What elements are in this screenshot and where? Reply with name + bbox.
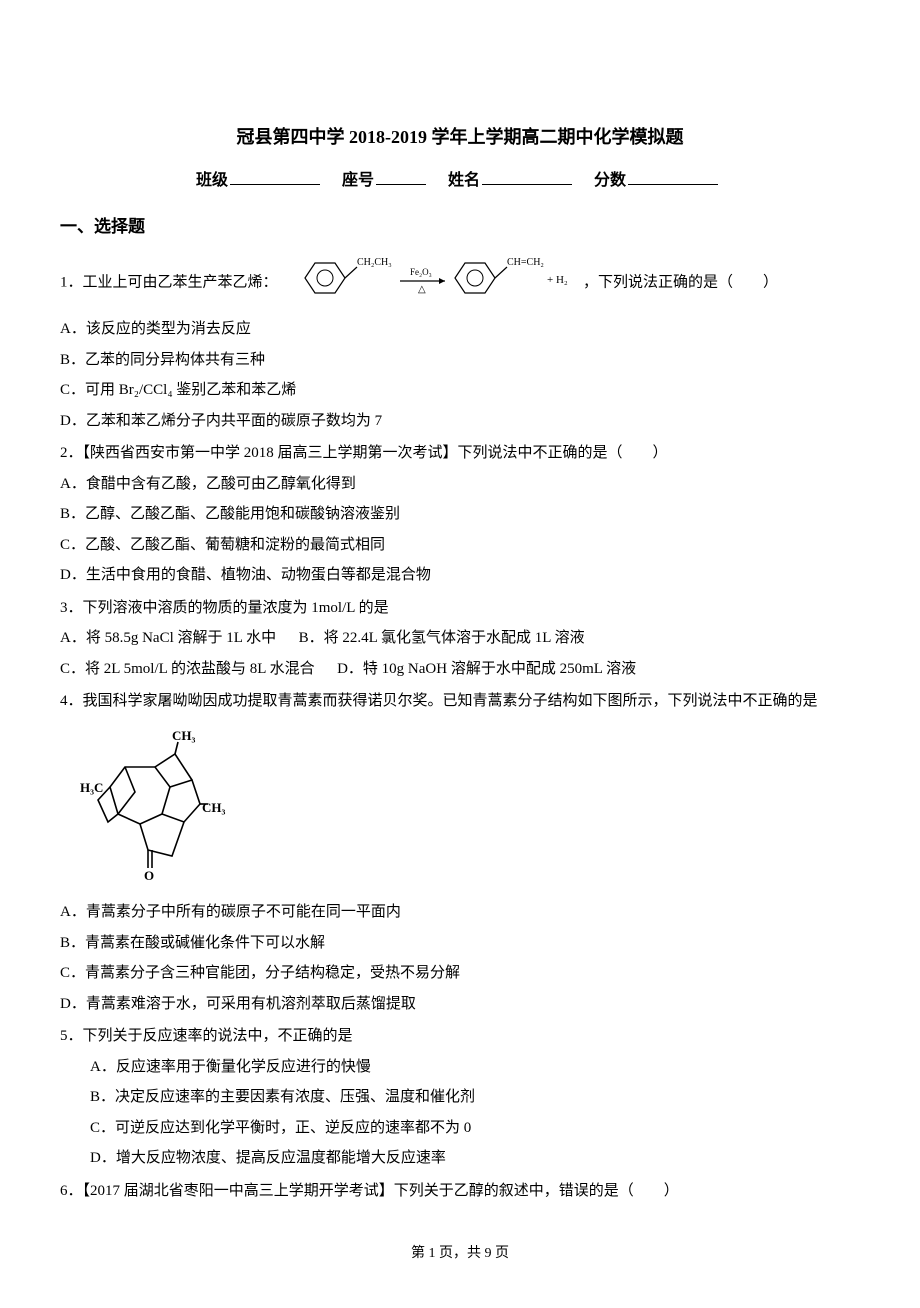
class-label: 班级: [196, 172, 228, 189]
q2-option-c: C．乙酸、乙酸乙酯、葡萄糖和淀粉的最简式相同: [60, 531, 860, 560]
q5-option-a: A．反应速率用于衡量化学反应进行的快慢: [60, 1053, 860, 1082]
question-4: 4．我国科学家屠呦呦因成功提取青蒿素而获得诺贝尔奖。已知青蒿素分子结构如下图所示…: [60, 687, 860, 1018]
q4-option-a: A．青蒿素分子中所有的碳原子不可能在同一平面内: [60, 898, 860, 927]
question-1: 1．工业上可由乙苯生产苯乙烯： CH₂CH₃ Fe₂O₃ △ CH=CH₂ + …: [60, 253, 860, 436]
q6-stem: 6．【2017 届湖北省枣阳一中高三上学期开学考试】下列关于乙醇的叙述中，错误的…: [60, 1177, 860, 1206]
seat-blank: [376, 170, 426, 185]
o-bottom-label: O: [144, 868, 154, 882]
catalyst-label: Fe₂O₃: [410, 267, 432, 277]
molecule-diagram: CH₃ H₃C CH₃ O: [80, 722, 860, 893]
q3-option-a: A．将 58.5g NaCl 溶解于 1L 水中: [60, 630, 276, 646]
q1-option-c: C．可用 Br₂/CCl₄ 鉴别乙苯和苯乙烯: [60, 376, 860, 405]
q2-option-b: B．乙醇、乙酸乙酯、乙酸能用饱和碳酸钠溶液鉴别: [60, 500, 860, 529]
class-blank: [230, 170, 320, 185]
q2-option-d: D．生活中食用的食醋、植物油、动物蛋白等都是混合物: [60, 561, 860, 590]
q4-option-b: B．青蒿素在酸或碱催化条件下可以水解: [60, 929, 860, 958]
name-blank: [482, 170, 572, 185]
ch3-right-label: CH₃: [202, 800, 226, 815]
q3-option-b: B．将 22.4L 氯化氢气体溶于水配成 1L 溶液: [299, 630, 585, 646]
q1-option-d: D．乙苯和苯乙烯分子内共平面的碳原子数均为 7: [60, 407, 860, 436]
score-label: 分数: [594, 172, 626, 189]
q1-stem-after: ，下列说法正确的是（ ）: [583, 275, 778, 291]
header-fields: 班级 座号 姓名 分数: [60, 166, 860, 196]
q4-stem: 4．我国科学家屠呦呦因成功提取青蒿素而获得诺贝尔奖。已知青蒿素分子结构如下图所示…: [60, 687, 860, 716]
question-3: 3．下列溶液中溶质的物质的量浓度为 1mol/L 的是 A．将 58.5g Na…: [60, 594, 860, 684]
q5-stem: 5．下列关于反应速率的说法中，不正确的是: [60, 1022, 860, 1051]
q3-option-c: C．将 2L 5mol/L 的浓盐酸与 8L 水混合: [60, 661, 315, 677]
q1-option-b: B．乙苯的同分异构体共有三种: [60, 346, 860, 375]
page-footer: 第 1 页，共 9 页: [60, 1241, 860, 1268]
q2-option-a: A．食醋中含有乙酸，乙酸可由乙醇氧化得到: [60, 470, 860, 499]
q1-stem-before: 1．工业上可由乙苯生产苯乙烯：: [60, 275, 278, 291]
q1-option-a: A．该反应的类型为消去反应: [60, 315, 860, 344]
reaction-diagram: CH₂CH₃ Fe₂O₃ △ CH=CH₂ + H₂: [285, 253, 575, 314]
plus-h2-label: + H₂: [547, 274, 568, 286]
question-5: 5．下列关于反应速率的说法中，不正确的是 A．反应速率用于衡量化学反应进行的快慢…: [60, 1022, 860, 1173]
q5-option-b: B．决定反应速率的主要因素有浓度、压强、温度和催化剂: [60, 1083, 860, 1112]
name-label: 姓名: [448, 172, 480, 189]
seat-label: 座号: [342, 172, 374, 189]
q5-option-d: D．增大反应物浓度、提高反应温度都能增大反应速率: [60, 1144, 860, 1173]
section-heading: 一、选择题: [60, 211, 860, 243]
q3-stem: 3．下列溶液中溶质的物质的量浓度为 1mol/L 的是: [60, 594, 860, 623]
h3c-left-label: H₃C: [80, 780, 103, 795]
q2-stem: 2．【陕西省西安市第一中学 2018 届高三上学期第一次考试】下列说法中不正确的…: [60, 439, 860, 468]
ch3-top-label: CH₃: [172, 728, 196, 743]
q4-option-d: D．青蒿素难溶于水，可采用有机溶剂萃取后蒸馏提取: [60, 990, 860, 1019]
question-6: 6．【2017 届湖北省枣阳一中高三上学期开学考试】下列关于乙醇的叙述中，错误的…: [60, 1177, 860, 1206]
q4-option-c: C．青蒿素分子含三种官能团，分子结构稳定，受热不易分解: [60, 959, 860, 988]
q3-option-d: D．特 10g NaOH 溶解于水中配成 250mL 溶液: [337, 661, 636, 677]
product-label: CH=CH₂: [507, 257, 544, 268]
question-2: 2．【陕西省西安市第一中学 2018 届高三上学期第一次考试】下列说法中不正确的…: [60, 439, 860, 590]
reactant-label: CH₂CH₃: [357, 257, 392, 268]
delta-label: △: [418, 284, 426, 295]
page-title: 冠县第四中学 2018-2019 学年上学期高二期中化学模拟题: [60, 120, 860, 154]
q5-option-c: C．可逆反应达到化学平衡时，正、逆反应的速率都不为 0: [60, 1114, 860, 1143]
score-blank: [628, 170, 718, 185]
